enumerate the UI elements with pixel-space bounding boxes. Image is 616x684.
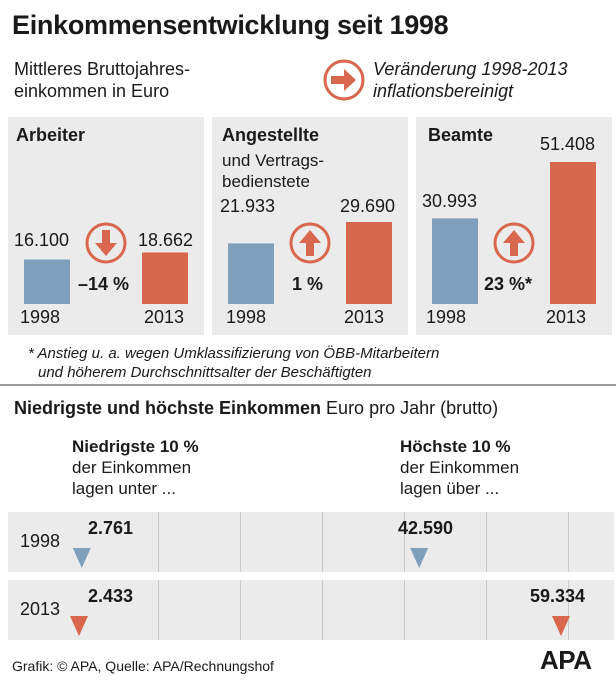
source-note: Grafik: © APA, Quelle: APA/Rechnungshof	[12, 658, 274, 674]
bar-1998	[24, 259, 70, 304]
data-label-1998: 21.933	[220, 196, 276, 216]
column-header-low-title: Niedrigste 10 %	[72, 437, 199, 456]
change-label: 1 %	[292, 274, 324, 294]
section-title-rest: Euro pro Jahr (brutto)	[321, 398, 499, 418]
column-header-high-line3: lagen über ...	[400, 479, 500, 498]
data-label-2013: 18.662	[138, 230, 194, 250]
change-label: 23 %*	[484, 274, 533, 294]
chart-subtitle: Mittleres Bruttojahres-einkommen in Euro	[14, 59, 191, 101]
row-year-label: 1998	[20, 531, 61, 551]
year-label-2013: 2013	[344, 307, 385, 327]
low-value-label: 2.761	[88, 518, 134, 538]
panel-title: Arbeiter	[16, 125, 86, 145]
grid-line	[158, 580, 159, 640]
grid-line	[568, 580, 569, 640]
grid-line	[404, 512, 405, 572]
panel-title: Angestellte	[222, 125, 320, 145]
footnote-line-2: und höherem Durchschnittsalter der Besch…	[38, 364, 372, 381]
bar-2013	[550, 162, 596, 304]
column-header-low: Niedrigste 10 % der Einkommen lagen unte…	[72, 436, 199, 499]
data-label-2013: 29.690	[340, 196, 396, 216]
grid-line	[486, 512, 487, 572]
right-arrow-circle-icon	[322, 58, 366, 107]
year-label-2013: 2013	[546, 307, 587, 327]
low-marker	[72, 548, 91, 568]
data-label-2013: 51.408	[540, 134, 596, 154]
up-arrow-circle-icon	[288, 221, 332, 270]
change-label: –14 %	[78, 274, 130, 294]
footnote: * Anstieg u. a. wegen Umklassifizierung …	[28, 344, 439, 382]
grid-line	[404, 580, 405, 640]
grid-line	[240, 580, 241, 640]
column-header-high: Höchste 10 % der Einkommen lagen über ..…	[400, 436, 519, 499]
legend-text: Veränderung 1998-2013 inflationsbereinig…	[373, 58, 568, 102]
grid-line	[568, 512, 569, 572]
high-value-label: 42.590	[398, 518, 454, 538]
high-marker	[410, 548, 429, 568]
high-marker	[552, 616, 570, 636]
high-value-label: 59.334	[530, 586, 586, 606]
year-label-1998: 1998	[20, 307, 61, 327]
row-band-2013: 2013	[8, 580, 614, 640]
year-label-1998: 1998	[226, 307, 267, 327]
down-arrow-circle-icon	[84, 221, 128, 270]
data-label-1998: 16.100	[14, 230, 70, 250]
section-title: Niedrigste und höchste Einkommen Euro pr…	[14, 398, 498, 419]
column-header-high-title: Höchste 10 %	[400, 437, 511, 456]
grid-line	[322, 580, 323, 640]
page-title: Einkommensentwicklung seit 1998	[12, 10, 449, 40]
panel-title: Beamte	[428, 125, 494, 145]
grid-line	[322, 512, 323, 572]
bar-1998	[432, 218, 478, 304]
grid-line	[486, 580, 487, 640]
panel-subtitle: und Vertrags-bedienstete	[222, 151, 325, 191]
low-value-label: 2.433	[88, 586, 134, 606]
legend-line-2: inflationsbereinigt	[373, 81, 514, 101]
column-header-low-line2: der Einkommen	[72, 458, 192, 477]
low-marker	[70, 616, 88, 636]
legend-line-1: Veränderung 1998-2013	[373, 59, 568, 79]
apa-logo: APA	[540, 645, 592, 675]
year-label-1998: 1998	[426, 307, 467, 327]
grid-line	[158, 512, 159, 572]
section-divider	[0, 384, 616, 386]
year-label-2013: 2013	[144, 307, 185, 327]
row-year-label: 2013	[20, 599, 61, 619]
column-header-high-line2: der Einkommen	[400, 458, 520, 477]
bar-2013	[142, 252, 188, 304]
grid-line	[240, 512, 241, 572]
section-title-bold: Niedrigste und höchste Einkommen	[14, 398, 322, 418]
data-label-1998: 30.993	[422, 191, 478, 211]
up-arrow-circle-icon	[492, 221, 536, 270]
bar-1998	[228, 243, 274, 304]
bar-2013	[346, 221, 392, 304]
column-header-low-line3: lagen unter ...	[72, 479, 176, 498]
footnote-line-1: * Anstieg u. a. wegen Umklassifizierung …	[28, 345, 440, 362]
row-band-1998: 1998	[8, 512, 614, 572]
